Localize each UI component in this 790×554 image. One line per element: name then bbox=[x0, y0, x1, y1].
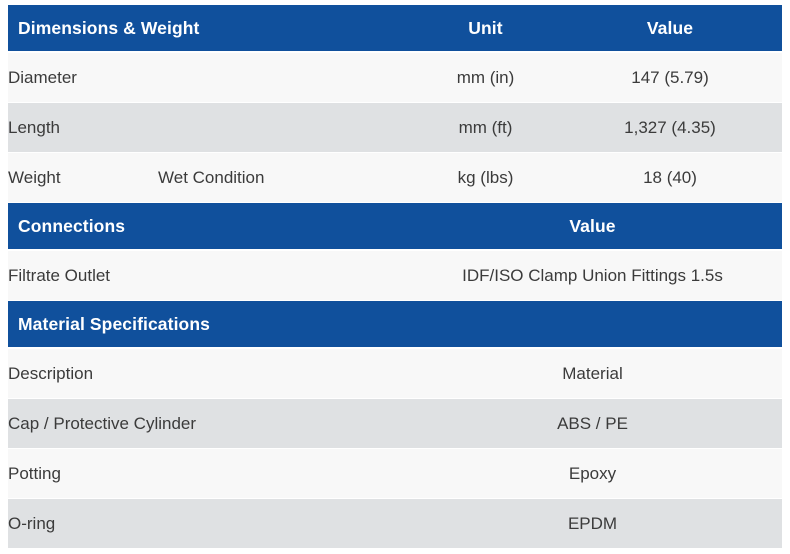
row-label: O-ring bbox=[8, 498, 403, 549]
row-sublabel bbox=[158, 52, 413, 103]
row-label: Potting bbox=[8, 448, 403, 499]
row-value: IDF/ISO Clamp Union Fittings 1.5s bbox=[403, 250, 782, 301]
row-value: ABS / PE bbox=[403, 398, 783, 449]
row-label: Length bbox=[8, 102, 158, 153]
row-label: Diameter bbox=[8, 52, 158, 103]
table-row: O-ring EPDM bbox=[8, 498, 783, 549]
row-label: Filtrate Outlet bbox=[8, 250, 403, 301]
column-header-unit: Unit bbox=[413, 5, 558, 53]
table-row: Cap / Protective Cylinder ABS / PE bbox=[8, 398, 783, 449]
section-title-dimensions-weight: Dimensions & Weight bbox=[8, 5, 413, 53]
table-row: Filtrate Outlet IDF/ISO Clamp Union Fitt… bbox=[8, 250, 782, 301]
row-value: Material bbox=[403, 348, 783, 399]
material-specifications-table: Material Specifications Description Mate… bbox=[8, 301, 783, 549]
connections-table: Connections Value Filtrate Outlet IDF/IS… bbox=[8, 203, 782, 301]
row-value: 1,327 (4.35) bbox=[558, 102, 782, 153]
column-header-value: Value bbox=[403, 203, 782, 251]
row-value: 147 (5.79) bbox=[558, 52, 782, 103]
table-row: Diameter mm (in) 147 (5.79) bbox=[8, 52, 782, 103]
row-value: EPDM bbox=[403, 498, 783, 549]
table-row: Description Material bbox=[8, 348, 783, 399]
table-row: Weight Wet Condition kg (lbs) 18 (40) bbox=[8, 152, 782, 203]
row-label: Cap / Protective Cylinder bbox=[8, 398, 403, 449]
section-title-material-specifications: Material Specifications bbox=[8, 301, 783, 349]
row-unit: mm (in) bbox=[413, 52, 558, 103]
row-unit: mm (ft) bbox=[413, 102, 558, 153]
section-title-connections: Connections bbox=[8, 203, 403, 251]
row-unit: kg (lbs) bbox=[413, 152, 558, 203]
row-sublabel bbox=[158, 102, 413, 153]
table-row: Length mm (ft) 1,327 (4.35) bbox=[8, 102, 782, 153]
section-header-connections: Connections Value bbox=[8, 203, 782, 251]
row-label: Description bbox=[8, 348, 403, 399]
column-header-value: Value bbox=[558, 5, 782, 53]
section-header-material-specifications: Material Specifications bbox=[8, 301, 783, 349]
row-value: Epoxy bbox=[403, 448, 783, 499]
row-sublabel: Wet Condition bbox=[158, 152, 413, 203]
table-row: Potting Epoxy bbox=[8, 448, 783, 499]
section-header-dimensions-weight: Dimensions & Weight Unit Value bbox=[8, 5, 782, 53]
dimensions-weight-table: Dimensions & Weight Unit Value Diameter … bbox=[8, 5, 782, 203]
row-value: 18 (40) bbox=[558, 152, 782, 203]
row-label: Weight bbox=[8, 152, 158, 203]
